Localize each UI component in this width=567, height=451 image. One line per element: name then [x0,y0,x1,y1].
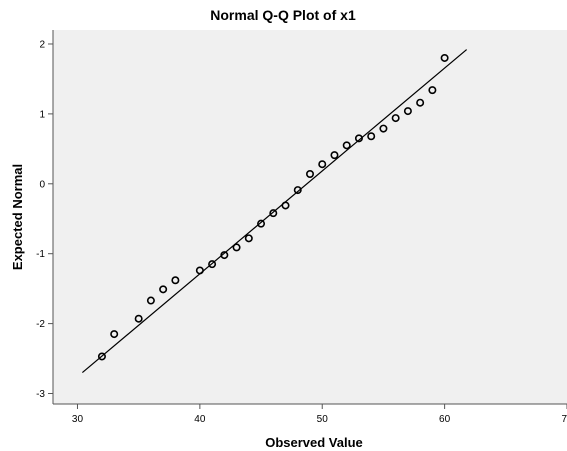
y-tick-label: 0 [39,179,45,190]
data-point [244,234,253,243]
x-tick-label: 60 [439,414,451,425]
data-point [367,132,376,141]
y-axis-ticks: 2 1 0 -1 -2 -3 [36,39,53,400]
data-point [171,276,180,285]
y-tick-label: -1 [36,249,45,260]
y-tick-label: 1 [39,109,45,120]
data-point [440,53,449,62]
data-point [293,186,302,195]
x-axis-label: Observed Value [265,435,363,450]
data-point [97,352,106,361]
data-points [97,53,449,361]
x-tick-label: 40 [194,414,206,425]
x-tick-label: 30 [72,414,84,425]
data-point [391,114,400,123]
data-point [232,243,241,252]
chart-title: Normal Q-Q Plot of x1 [210,7,356,23]
data-point [195,266,204,275]
data-point [146,296,155,305]
data-point [269,209,278,218]
y-tick-label: 2 [39,39,45,50]
data-point [416,98,425,107]
data-point [403,107,412,116]
reference-line [81,49,468,374]
data-point [342,141,351,150]
data-point [330,151,339,160]
data-point [318,160,327,169]
data-point [257,219,266,228]
data-point [281,201,290,210]
y-tick-label: -2 [36,319,45,330]
data-point [159,285,168,294]
data-point [428,86,437,95]
data-point [379,124,388,133]
plot-area [53,30,567,404]
data-point [220,251,229,260]
data-point [110,330,119,339]
y-tick-label: -3 [36,389,45,400]
data-point [208,260,217,269]
x-tick-label: 70 [561,414,567,425]
x-axis-ticks: 30 40 50 60 70 [72,404,567,425]
data-point [305,170,314,179]
data-point [354,134,363,143]
data-point [134,314,143,323]
x-tick-label: 50 [317,414,329,425]
y-axis-label: Expected Normal [10,164,25,270]
